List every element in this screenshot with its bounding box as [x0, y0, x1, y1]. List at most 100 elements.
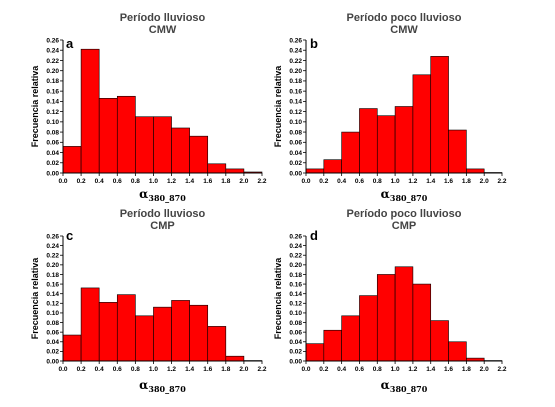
y-tick-label: 0.16 [289, 88, 302, 95]
y-axis-label: Frecuencia relativa [30, 65, 40, 148]
y-tick-label: 0.14 [289, 99, 302, 106]
y-axis-label: Frecuencia relativa [273, 257, 283, 340]
bar [171, 127, 190, 174]
x-tick-label: 2.2 [257, 366, 266, 373]
y-tick-label: 0.06 [46, 140, 59, 147]
x-tick-label: 1.6 [444, 366, 453, 373]
x-tick-label: 1.2 [408, 366, 417, 373]
y-tick-label: 0.00 [289, 170, 302, 177]
bar [62, 334, 82, 362]
bar [225, 355, 245, 362]
x-tick-label: 0.2 [77, 366, 86, 373]
x-tick-label: 1.6 [444, 178, 453, 185]
x-axis-label-main: α [139, 187, 148, 201]
y-tick-label: 0.18 [289, 78, 302, 85]
y-tick-label: 0.16 [289, 281, 302, 288]
bar [207, 326, 227, 362]
panel-subtitle: CMW [149, 24, 177, 36]
bar [135, 116, 154, 174]
bar [80, 287, 100, 362]
x-axis-label: α380_870 [139, 187, 186, 203]
x-tick-label: 0.4 [337, 366, 346, 373]
bar [430, 56, 449, 174]
y-tick-label: 0.00 [46, 358, 59, 365]
y-tick-label: 0.26 [289, 233, 302, 240]
bar [153, 306, 172, 362]
x-tick-label: 0.6 [113, 178, 122, 185]
panel-label: c [66, 228, 73, 243]
panel-label: a [66, 36, 74, 51]
y-tick-label: 0.10 [46, 119, 59, 126]
bar [359, 295, 378, 362]
y-tick-label: 0.22 [289, 58, 302, 65]
y-tick-label: 0.16 [46, 88, 59, 95]
x-tick-label: 1.4 [426, 178, 435, 185]
x-tick-label: 2.0 [480, 366, 489, 373]
x-tick-label: 2.0 [480, 178, 489, 185]
y-tick-label: 0.12 [46, 301, 59, 308]
x-tick-label: 2.2 [497, 366, 506, 373]
bar [225, 168, 245, 174]
y-tick-label: 0.20 [289, 68, 302, 75]
bar [341, 131, 360, 174]
x-tick-label: 0.2 [77, 178, 86, 185]
panel-label: d [310, 228, 318, 243]
y-tick-label: 0.26 [289, 37, 302, 44]
bar [189, 304, 209, 362]
x-tick-label: 0.8 [131, 178, 140, 185]
y-tick-label: 0.14 [289, 291, 302, 298]
x-tick-label: 1.4 [185, 366, 194, 373]
x-tick-label: 0.4 [95, 366, 104, 373]
y-tick-label: 0.08 [289, 320, 302, 327]
x-tick-label: 1.8 [221, 178, 230, 185]
bar [376, 115, 396, 174]
x-axis-label: α380_870 [381, 378, 428, 394]
x-tick-label: 1.8 [462, 178, 471, 185]
bar [153, 116, 172, 174]
bar [207, 163, 227, 174]
y-tick-label: 0.12 [289, 109, 302, 116]
y-axis-label: Frecuencia relativa [30, 257, 40, 340]
x-axis-label: α380_870 [139, 378, 186, 394]
x-tick-label: 2.2 [257, 178, 266, 185]
bar [466, 168, 485, 174]
x-axis-label-subscript: 380_870 [390, 384, 428, 394]
x-tick-label: 0.0 [58, 178, 67, 185]
x-axis-label-subscript: 380_870 [390, 193, 428, 203]
y-tick-label: 0.18 [46, 272, 59, 279]
y-tick-label: 0.08 [46, 320, 59, 327]
x-tick-label: 1.2 [408, 178, 417, 185]
y-tick-label: 0.10 [289, 310, 302, 317]
x-tick-label: 0.8 [373, 366, 382, 373]
x-tick-label: 0.6 [355, 178, 364, 185]
x-tick-label: 1.0 [149, 178, 158, 185]
y-tick-label: 0.08 [46, 129, 59, 136]
panel-subtitle: CMW [390, 24, 418, 36]
panel-title: Período poco lluvioso [347, 208, 462, 220]
y-tick-label: 0.02 [46, 349, 59, 356]
x-tick-label: 2.0 [239, 366, 248, 373]
x-axis-label: α380_870 [381, 187, 428, 203]
panel-label: b [310, 36, 318, 51]
bar [98, 98, 118, 174]
x-tick-label: 1.8 [462, 366, 471, 373]
x-tick-label: 0.8 [131, 366, 140, 373]
x-tick-label: 0.0 [301, 366, 310, 373]
x-tick-label: 2.2 [497, 178, 506, 185]
x-tick-label: 0.2 [319, 178, 328, 185]
x-tick-label: 1.8 [221, 366, 230, 373]
bar [376, 274, 396, 362]
bar [171, 300, 190, 362]
panel-title: Período poco lluvioso [347, 12, 462, 24]
y-tick-label: 0.04 [46, 150, 59, 157]
x-axis-label-main: α [139, 378, 148, 392]
x-axis-label-subscript: 380_870 [148, 193, 186, 203]
y-tick-label: 0.00 [289, 358, 302, 365]
panel-subtitle: CMP [150, 220, 174, 232]
y-tick-label: 0.02 [46, 160, 59, 167]
y-axis-label: Frecuencia relativa [273, 65, 283, 148]
